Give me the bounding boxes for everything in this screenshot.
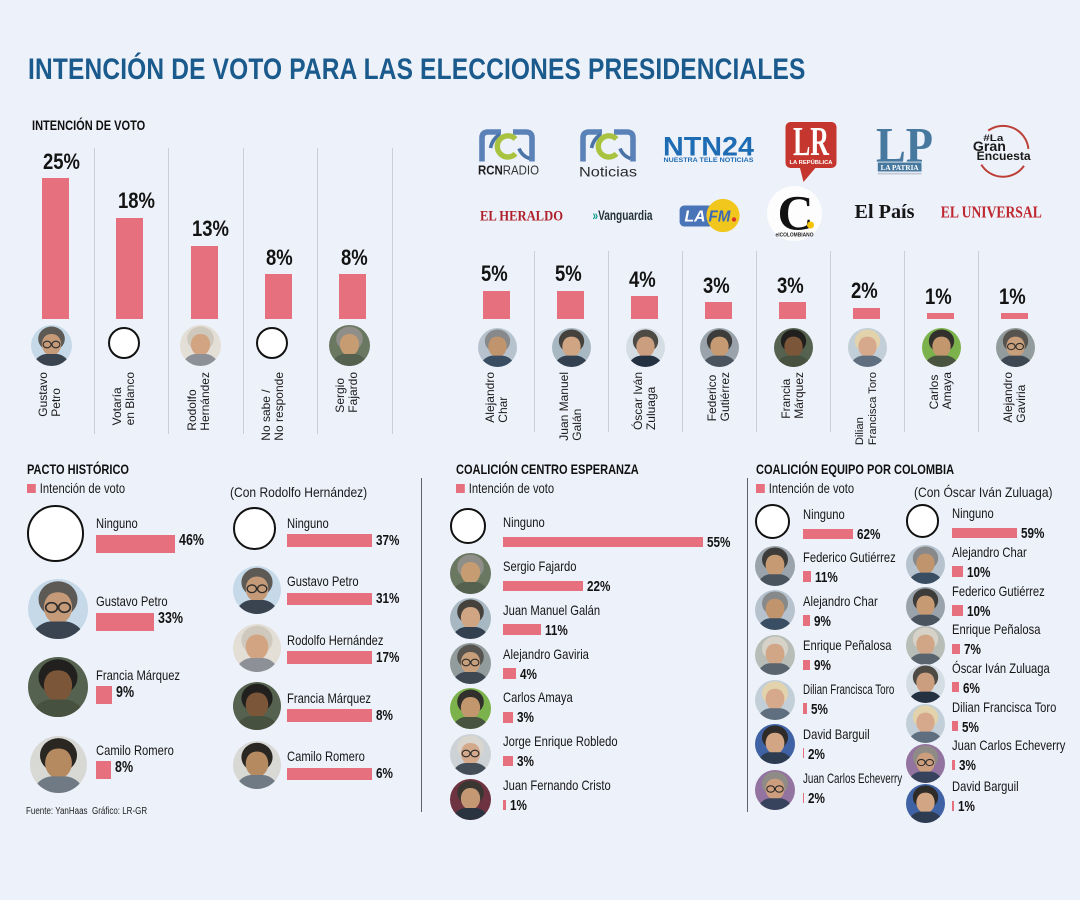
svg-text:LA PATRIA: LA PATRIA [881,163,919,172]
svg-text:LA: LA [685,209,706,226]
svg-text:Noticias: Noticias [579,164,637,180]
svg-text:LR: LR [793,118,829,164]
svg-text:Gran: Gran [973,139,1006,154]
svg-text:elCOLOMBIANO: elCOLOMBIANO [776,232,814,238]
svg-text:C: C [778,185,814,241]
svg-text:RCNRADIO: RCNRADIO [478,163,539,178]
svg-text:NTN24: NTN24 [663,132,754,162]
svg-text:»Vanguardia: »Vanguardia [593,207,653,223]
svg-text:EL UNIVERSAL: EL UNIVERSAL [941,203,1042,222]
svg-text:El País: El País [855,202,915,223]
svg-text:Encuesta: Encuesta [977,151,1032,163]
svg-text:#La: #La [983,133,1004,144]
svg-text:NUESTRA TELE NOTICIAS: NUESTRA TELE NOTICIAS [664,157,754,164]
svg-text:FM: FM [709,209,732,226]
svg-text:LA REPÚBLICA: LA REPÚBLICA [790,159,834,166]
svg-text:EL HERALDO: EL HERALDO [480,209,563,225]
